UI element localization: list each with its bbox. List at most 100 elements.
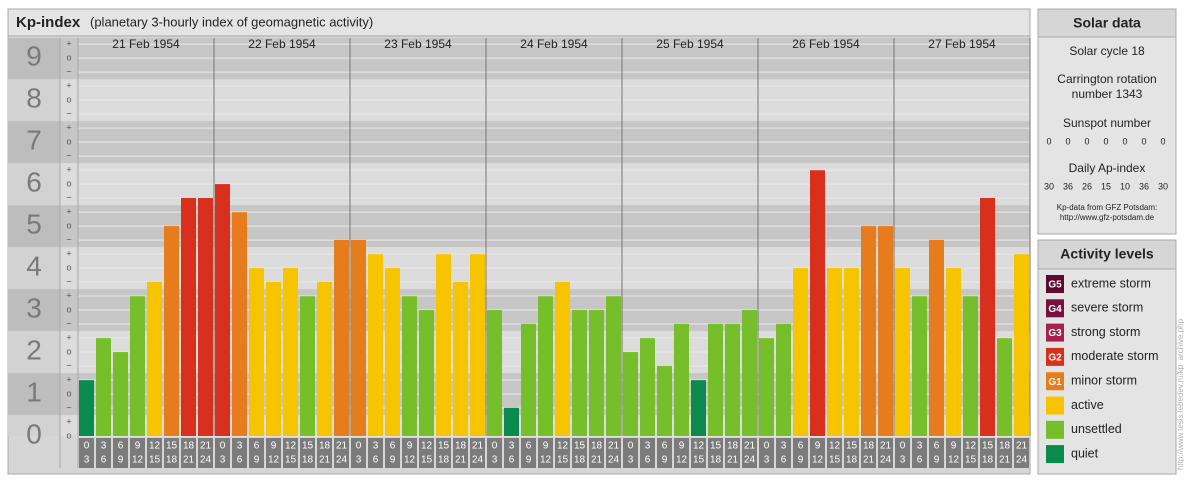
kp-bar	[164, 226, 179, 436]
interval-to: 21	[455, 455, 467, 466]
interval-box	[793, 438, 808, 468]
interval-to: 3	[900, 455, 906, 466]
interval-from: 9	[135, 441, 141, 452]
kp-bar	[997, 338, 1012, 436]
interval-from: 21	[336, 441, 348, 452]
interval-to: 15	[149, 455, 161, 466]
interval-to: 6	[237, 455, 243, 466]
interval-to: 18	[982, 455, 994, 466]
interval-from: 18	[319, 441, 331, 452]
interval-box	[742, 438, 757, 468]
legend-code: G1	[1048, 377, 1062, 388]
legend-swatch	[1046, 347, 1064, 366]
kp-bar	[266, 281, 281, 436]
interval-to: 18	[166, 455, 178, 466]
interval-from: 0	[628, 441, 634, 452]
interval-box	[521, 438, 536, 468]
interval-box	[215, 438, 230, 468]
interval-box	[351, 438, 366, 468]
source: Kp-data from GFZ Potsdam:	[1057, 203, 1157, 212]
day-label: 25 Feb 1954	[656, 37, 724, 51]
y-tick-label: 2	[26, 334, 42, 365]
interval-from: 21	[472, 441, 484, 452]
interval-from: 9	[951, 441, 957, 452]
ap-value: 26	[1082, 181, 1092, 191]
interval-box	[912, 438, 927, 468]
legend-label: moderate storm	[1071, 349, 1159, 363]
solar-title: Solar data	[1073, 15, 1141, 31]
day-label: 21 Feb 1954	[112, 37, 180, 51]
kp-bar	[351, 239, 366, 436]
interval-to: 12	[948, 455, 960, 466]
interval-box	[963, 438, 978, 468]
minor-mark: o	[66, 95, 71, 105]
interval-box	[657, 438, 672, 468]
interval-from: 3	[781, 441, 787, 452]
interval-to: 9	[526, 455, 532, 466]
interval-to: 15	[285, 455, 297, 466]
kp-bar	[453, 281, 468, 436]
interval-from: 18	[863, 441, 875, 452]
kp-bar	[674, 323, 689, 436]
sunspot-value: 0	[1084, 136, 1089, 146]
interval-box	[827, 438, 842, 468]
legend-code: G4	[1048, 304, 1062, 315]
minor-mark: +	[66, 81, 71, 91]
chart-title: Kp-index	[16, 14, 81, 31]
interval-from: 12	[693, 441, 705, 452]
sunspot-value: 0	[1046, 136, 1051, 146]
carrington: number 1343	[1072, 87, 1143, 101]
interval-from: 21	[880, 441, 892, 452]
interval-from: 15	[710, 441, 722, 452]
minor-mark: o	[66, 346, 71, 356]
interval-box	[164, 438, 179, 468]
kp-bar	[538, 296, 553, 436]
interval-to: 9	[798, 455, 804, 466]
minor-mark: −	[66, 192, 71, 202]
interval-box	[385, 438, 400, 468]
interval-to: 3	[220, 455, 226, 466]
level-label-bg	[8, 247, 60, 290]
interval-box	[453, 438, 468, 468]
interval-from: 15	[166, 441, 178, 452]
day-label: 27 Feb 1954	[928, 37, 996, 51]
interval-from: 9	[679, 441, 685, 452]
kp-bar	[436, 254, 451, 436]
interval-box	[266, 438, 281, 468]
interval-box	[980, 438, 995, 468]
kp-bar	[555, 281, 570, 436]
interval-from: 3	[373, 441, 379, 452]
interval-from: 12	[421, 441, 433, 452]
level-label-bg	[8, 79, 60, 122]
interval-box	[538, 438, 553, 468]
interval-box	[623, 438, 638, 468]
kp-bar	[963, 296, 978, 436]
kp-bar	[79, 380, 94, 436]
interval-from: 6	[798, 441, 804, 452]
interval-to: 24	[608, 455, 620, 466]
ap-value: 36	[1063, 181, 1073, 191]
kp-bar	[742, 310, 757, 436]
interval-box	[946, 438, 961, 468]
interval-box	[113, 438, 128, 468]
legend-label: unsettled	[1071, 422, 1122, 436]
interval-from: 9	[543, 441, 549, 452]
legend-label: active	[1071, 398, 1104, 412]
interval-box	[130, 438, 145, 468]
interval-from: 15	[982, 441, 994, 452]
interval-box	[674, 438, 689, 468]
interval-box	[810, 438, 825, 468]
interval-box	[283, 438, 298, 468]
minor-mark: o	[66, 262, 71, 272]
ap-value: 30	[1044, 181, 1054, 191]
interval-from: 21	[1016, 441, 1028, 452]
interval-to: 21	[591, 455, 603, 466]
interval-from: 3	[509, 441, 515, 452]
interval-to: 21	[183, 455, 195, 466]
kp-bar	[589, 310, 604, 436]
legend-label: minor storm	[1071, 373, 1137, 387]
kp-bar	[232, 212, 247, 436]
kp-bar	[946, 268, 961, 436]
kp-bar	[300, 296, 315, 436]
interval-box	[317, 438, 332, 468]
